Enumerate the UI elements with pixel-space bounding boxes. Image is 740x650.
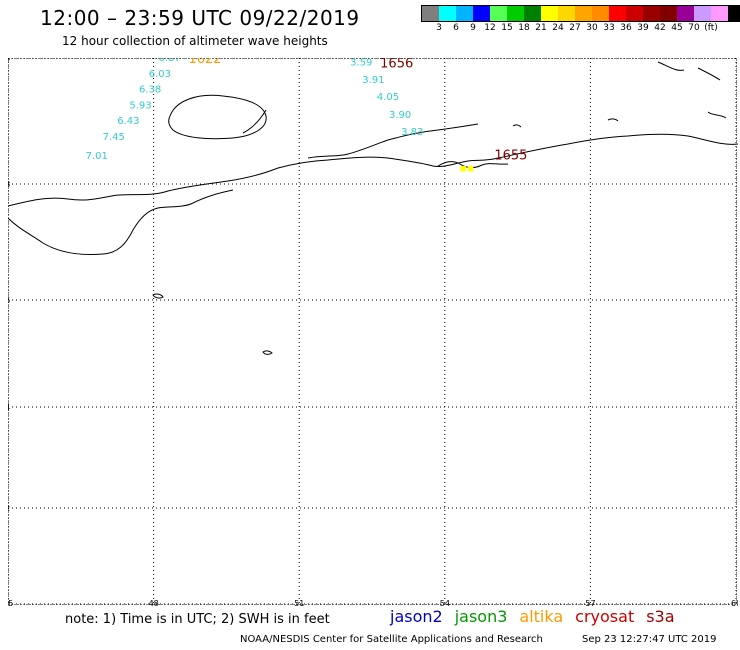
swh-value: 6.03 — [149, 69, 171, 80]
color-swatch — [541, 6, 558, 21]
generation-timestamp: Sep 23 12:27:47 UTC 2019 — [582, 634, 717, 645]
color-scale-label: 9 — [470, 23, 476, 33]
khaypudyr-coast — [437, 161, 509, 168]
color-scale-label: 18 — [518, 23, 530, 33]
color-swatch — [728, 6, 740, 21]
color-swatch — [490, 6, 507, 21]
pechora-bay-coast — [307, 123, 479, 159]
track-jason3-east: 3.59 3.91 4.05 3.90 3.83 1656 — [350, 58, 423, 138]
credit-line: NOAA/NESDIS Center for Satellite Applica… — [240, 634, 543, 645]
longitude-label: 60 — [731, 599, 738, 606]
color-scale-label: 15 — [501, 23, 513, 33]
color-scale-label: 6 — [453, 23, 459, 33]
color-scale-label: (ft) — [704, 23, 718, 33]
longitude-label: 48 — [149, 599, 159, 606]
swh-value: 7.45 — [103, 132, 125, 143]
color-swatch — [558, 6, 575, 21]
mainland-coast — [8, 133, 738, 207]
color-swatch — [473, 6, 490, 21]
color-scale-label: 12 — [484, 23, 496, 33]
longitude-label: 54 — [440, 599, 450, 606]
color-swatch — [626, 6, 643, 21]
color-swatch — [592, 6, 609, 21]
kanin-peninsula-coast — [8, 189, 234, 255]
color-swatch — [677, 6, 694, 21]
latitude-label: 60 — [8, 600, 10, 606]
color-scale-label: 30 — [586, 23, 598, 33]
track-jason3-west: 6.87 6.03 6.38 5.93 6.43 7.45 7.01 1622 — [86, 58, 222, 162]
swh-value: 3.91 — [362, 75, 384, 86]
color-swatch — [711, 6, 728, 21]
latitude-label: 64 — [8, 403, 10, 412]
small-islet-4 — [607, 118, 619, 122]
track-s3a: ▪▪ 1655 — [459, 148, 527, 174]
northern-island-3 — [707, 111, 727, 119]
kolguyev-island — [168, 94, 267, 140]
color-swatch — [660, 6, 677, 21]
color-scale-label: 45 — [671, 23, 683, 33]
swh-value: 6.43 — [117, 116, 139, 127]
lat-lon-grid: 706866646260454851545760 — [8, 58, 738, 606]
swh-value: 5.93 — [129, 100, 151, 111]
swh-value: 4.05 — [377, 92, 399, 103]
wave-height-map: 706866646260454851545760 6.876.036.385.9… — [8, 58, 738, 606]
color-scale-bar — [421, 5, 740, 22]
color-swatch — [507, 6, 524, 21]
color-scale-label: 21 — [535, 23, 547, 33]
pass-time-label: 1656 — [380, 58, 413, 72]
color-scale-label: 3 — [436, 23, 442, 33]
legend-jason2: jason2 — [390, 607, 443, 626]
swh-value: 7.01 — [86, 151, 108, 162]
color-swatch — [643, 6, 660, 21]
legend-jason3: jason3 — [454, 607, 508, 626]
small-islet-2 — [262, 350, 273, 355]
longitude-label: 45 — [8, 599, 13, 606]
swh-value: 6.38 — [139, 85, 161, 96]
northern-island-2 — [657, 61, 685, 71]
latitude-label: 66 — [8, 296, 10, 305]
color-swatch — [422, 6, 439, 21]
small-islet-1 — [152, 293, 164, 299]
map-title: 12:00 – 23:59 UTC 09/22/2019 — [40, 6, 360, 30]
legend-altika: altika — [519, 607, 564, 626]
latitude-label: 68 — [8, 180, 10, 189]
satellite-legend: jason2 jason3 altika cryosat s3a — [390, 607, 687, 626]
color-scale-label: 70 — [688, 23, 700, 33]
color-swatch — [609, 6, 626, 21]
longitude-label: 51 — [294, 599, 304, 606]
coastline — [8, 61, 738, 355]
swh-value: 3.83 — [401, 127, 423, 138]
footer-note: note: 1) Time is in UTC; 2) SWH is in fe… — [65, 612, 330, 627]
small-islet-3 — [512, 124, 522, 128]
swh-value: 6.87 — [158, 58, 180, 64]
color-scale-label: 24 — [552, 23, 564, 33]
color-swatch — [439, 6, 456, 21]
latitude-label: 62 — [8, 504, 10, 513]
altimeter-tracks: 6.87 6.03 6.38 5.93 6.43 7.45 7.01 1622 3.59 3.91… — [86, 58, 528, 174]
northern-island-1 — [697, 67, 721, 81]
color-scale-label: 33 — [603, 23, 615, 33]
color-scale-labels: 3 6 9 12 15 18 21 24 27 30 33 36 39 42 45 70 (ft) — [421, 23, 740, 35]
color-swatch — [575, 6, 592, 21]
island-spit — [242, 109, 267, 134]
color-swatch — [524, 6, 541, 21]
pass-time-label: 1622 — [188, 58, 221, 67]
swh-value: 3.59 — [350, 58, 372, 69]
color-scale-label: 39 — [637, 23, 649, 33]
longitude-label: 57 — [585, 599, 595, 606]
swh-marker: ▪▪ — [459, 161, 474, 174]
color-scale-label: 27 — [569, 23, 581, 33]
pass-time-label: 1655 — [494, 148, 527, 163]
map-subtitle: 12 hour collection of altimeter wave hei… — [62, 34, 328, 48]
color-swatch — [694, 6, 711, 21]
swh-value: 3.90 — [389, 110, 411, 121]
color-scale-label: 42 — [654, 23, 666, 33]
legend-s3a: s3a — [646, 607, 675, 626]
latitude-label: 70 — [8, 58, 10, 63]
legend-cryosat: cryosat — [575, 607, 635, 626]
color-scale-label: 36 — [620, 23, 632, 33]
color-swatch — [456, 6, 473, 21]
